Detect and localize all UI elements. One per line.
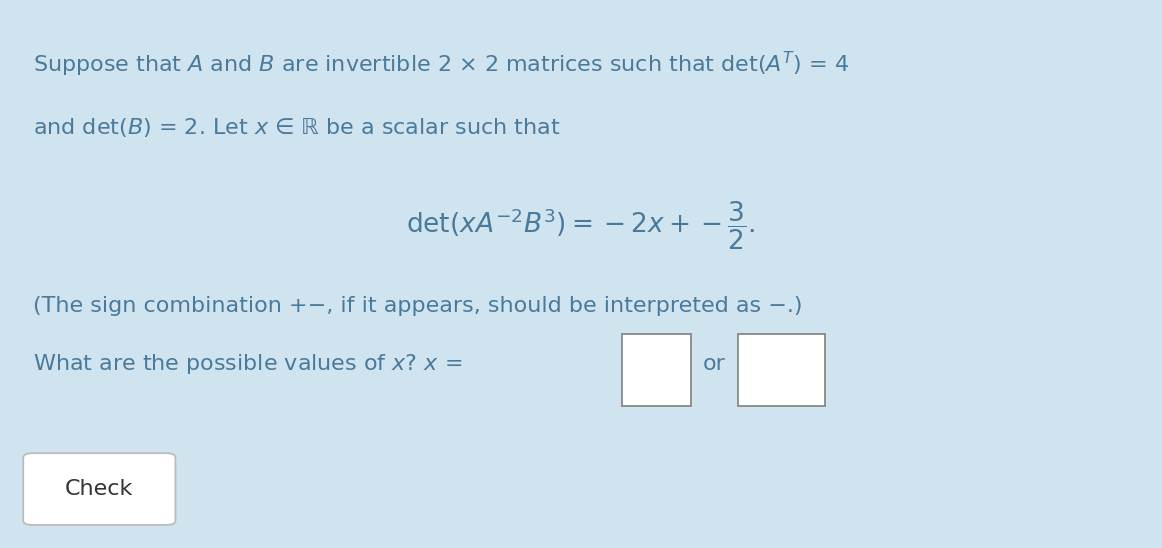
FancyBboxPatch shape	[23, 453, 175, 525]
Text: (The sign combination +−, if it appears, should be interpreted as −.): (The sign combination +−, if it appears,…	[33, 296, 802, 316]
Text: or: or	[703, 355, 726, 374]
Text: and det($B$) = 2. Let $x$ ∈ ℝ be a scalar such that: and det($B$) = 2. Let $x$ ∈ ℝ be a scala…	[33, 115, 560, 139]
Text: $\mathrm{det}(xA^{-2}B^3) = -2x + -\dfrac{3}{2}.$: $\mathrm{det}(xA^{-2}B^3) = -2x + -\dfra…	[407, 200, 755, 252]
Text: What are the possible values of $x$? $x$ =: What are the possible values of $x$? $x$…	[33, 352, 461, 376]
Text: Suppose that $A$ and $B$ are invertible 2 × 2 matrices such that det($A^T$) = 4: Suppose that $A$ and $B$ are invertible …	[33, 49, 848, 78]
Text: Check: Check	[65, 479, 134, 499]
FancyBboxPatch shape	[738, 334, 825, 406]
FancyBboxPatch shape	[622, 334, 691, 406]
